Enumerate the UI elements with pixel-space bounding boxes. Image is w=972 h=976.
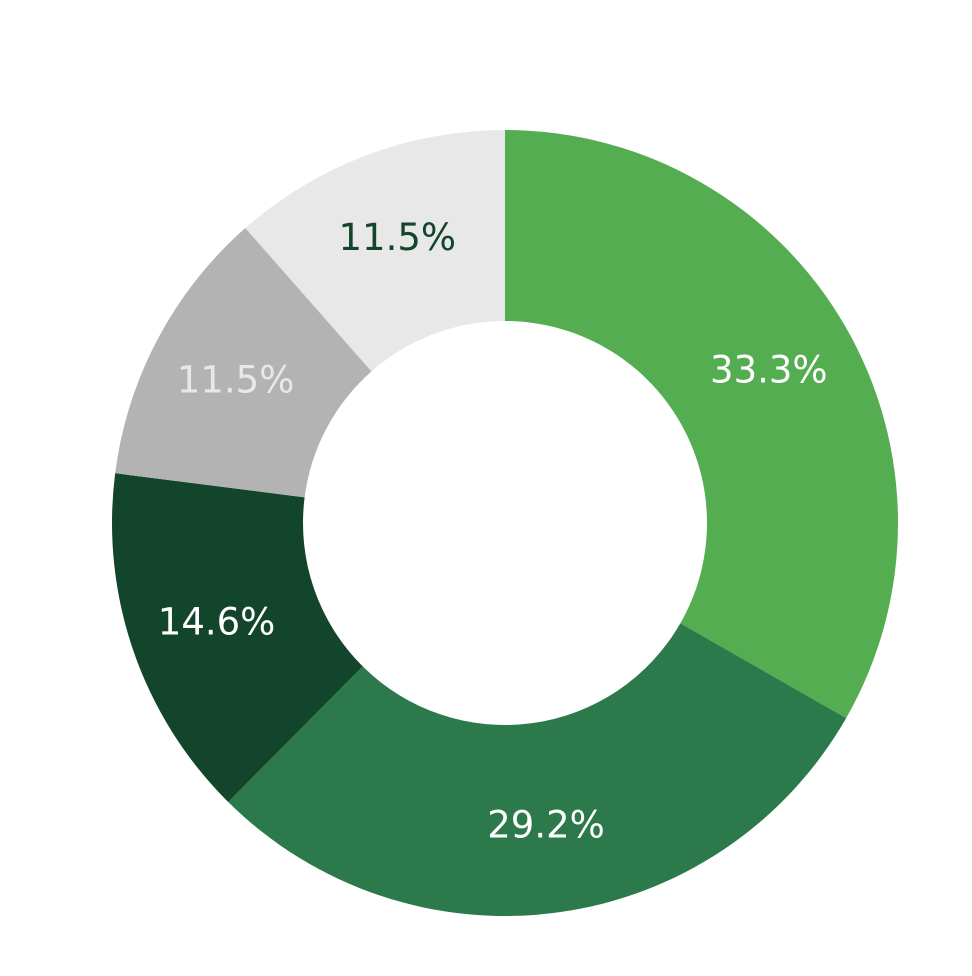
slices-layer (111, 130, 898, 916)
labels-layer: 33.3% 29.2% 14.6% 11.5% 11.5% (158, 216, 828, 847)
donut-slice-2 (228, 623, 847, 916)
donut-slice-3 (111, 473, 363, 802)
slice-label-5: 11.5% (339, 216, 457, 259)
slice-label-4: 11.5% (177, 358, 295, 401)
donut-slice-4 (115, 228, 372, 498)
slice-label-2: 29.2% (487, 804, 605, 847)
donut-slice-5 (245, 130, 505, 372)
slice-label-1: 33.3% (710, 348, 828, 391)
donut-slice-1 (505, 130, 898, 719)
slice-label-3: 14.6% (158, 601, 276, 644)
